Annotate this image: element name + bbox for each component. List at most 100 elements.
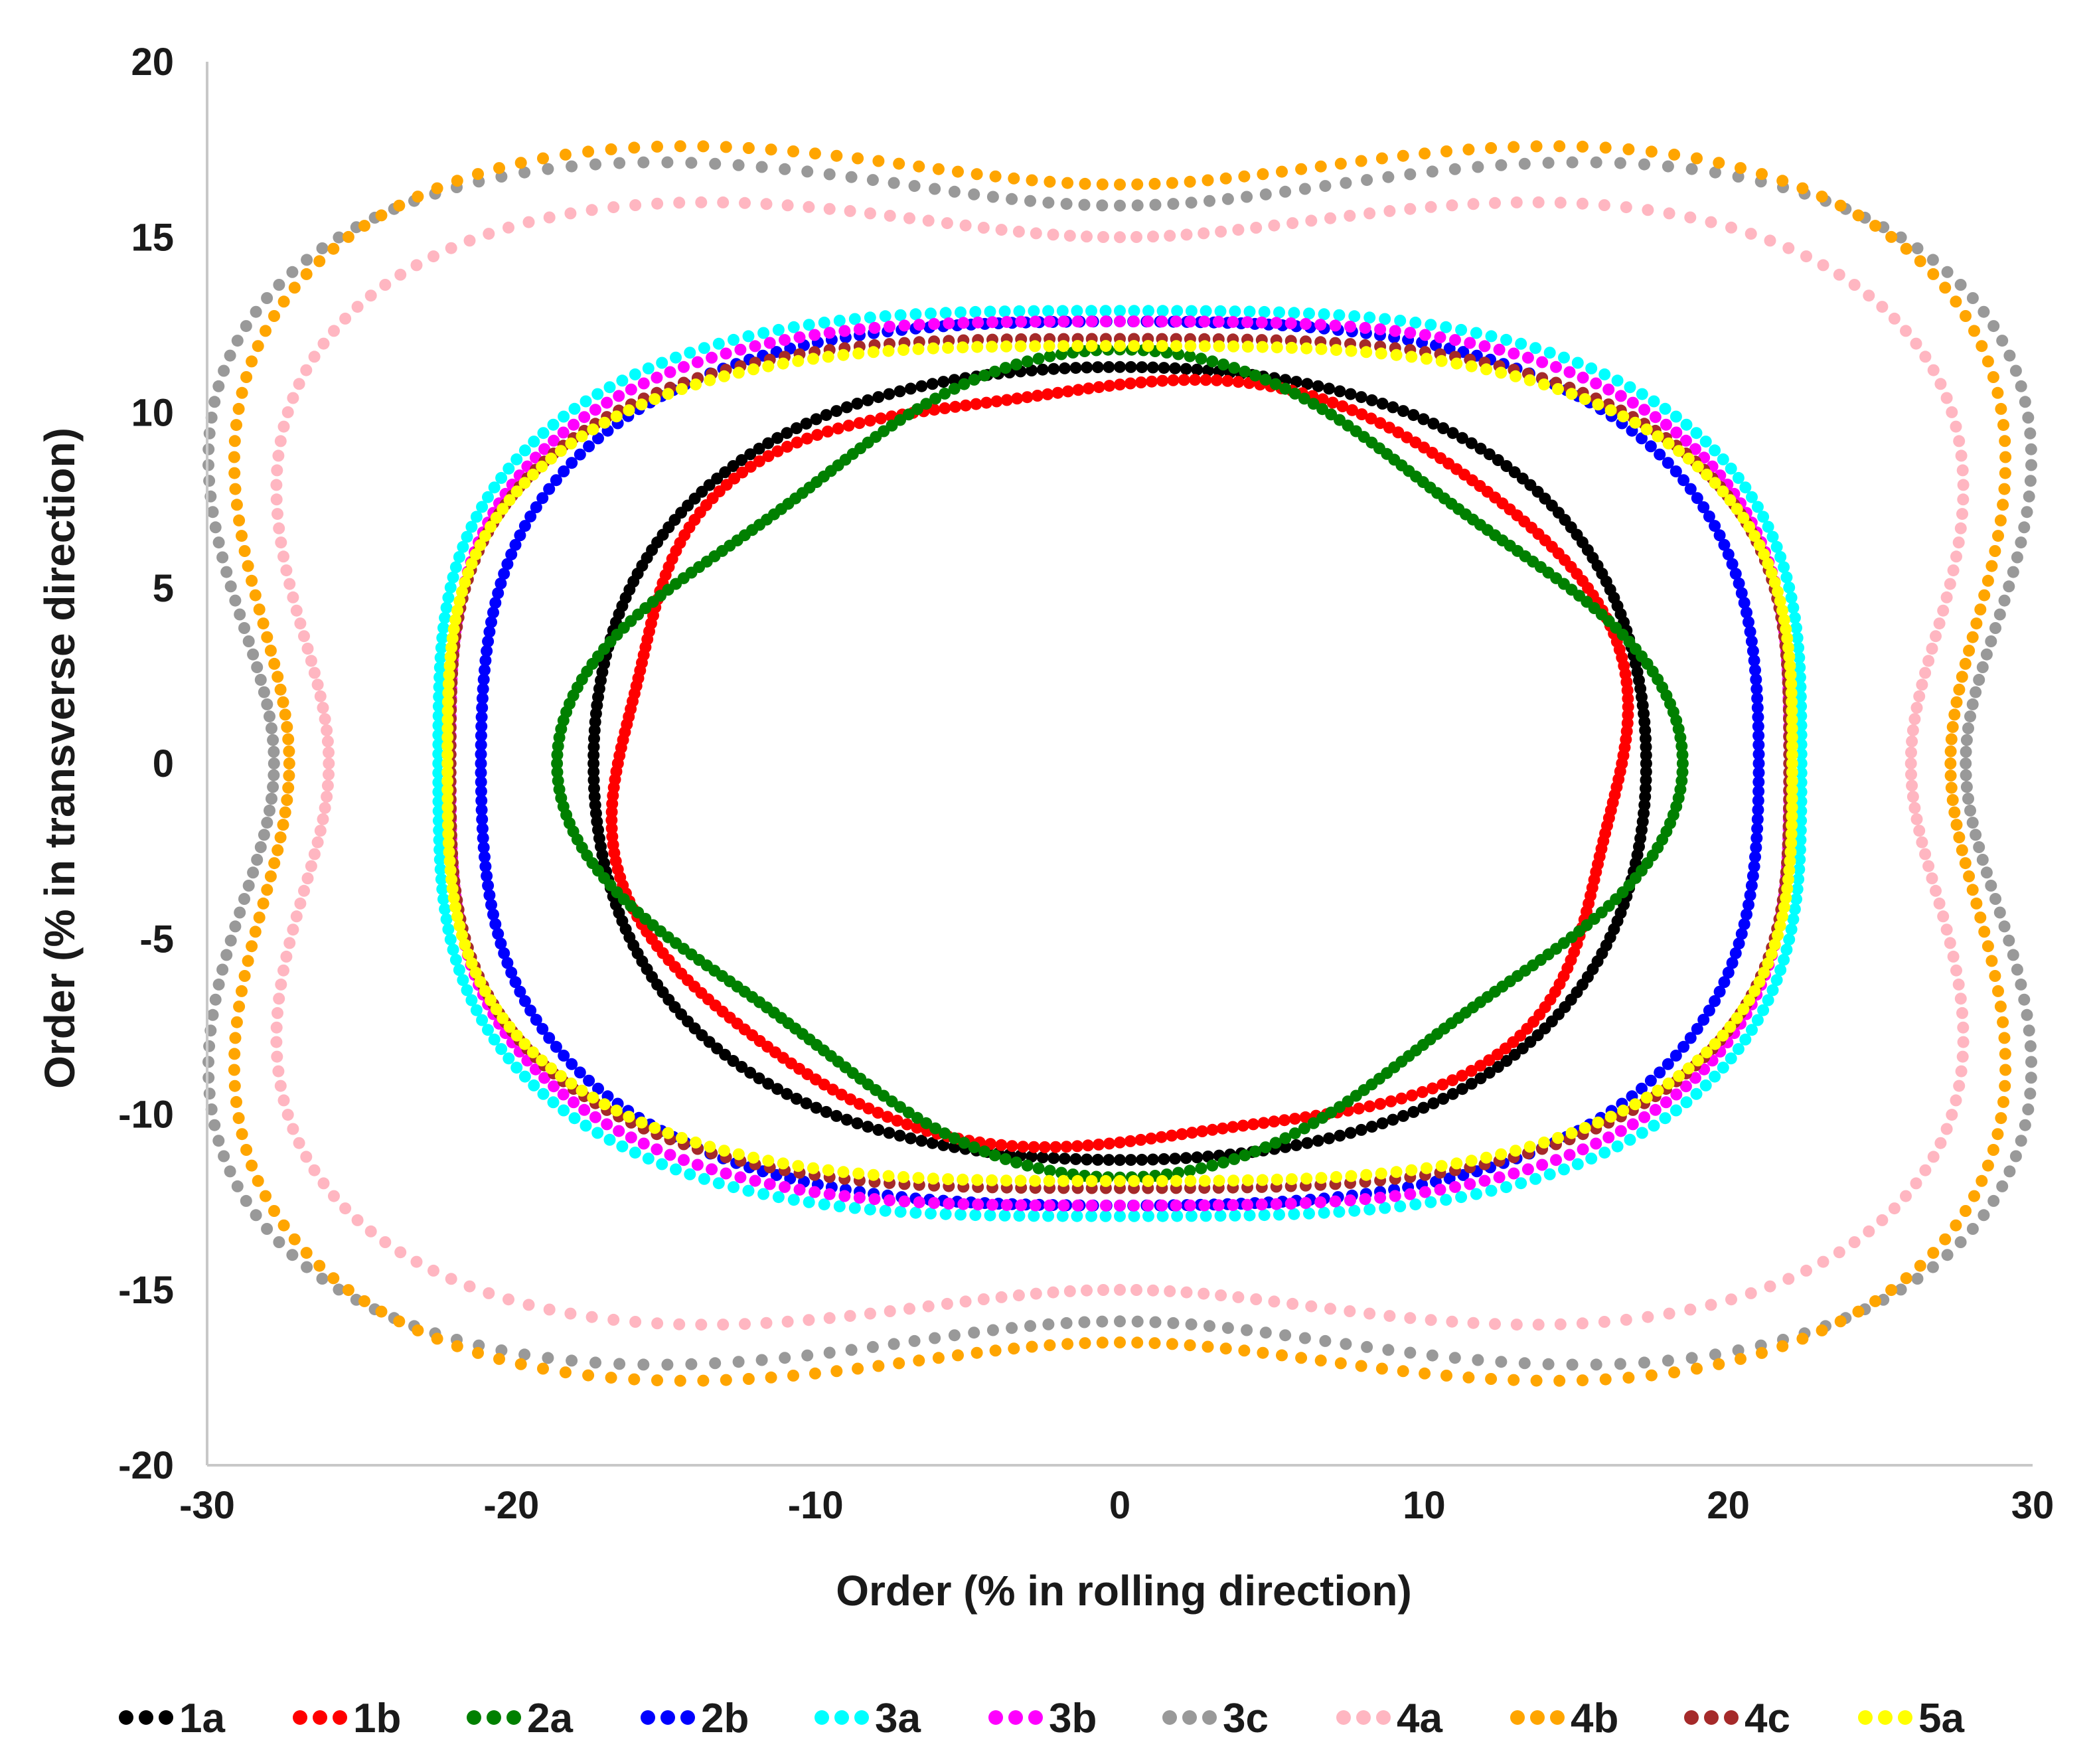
data-point [1213, 340, 1225, 353]
data-point [2003, 349, 2016, 362]
data-point [1355, 155, 1367, 167]
data-point [394, 1246, 407, 1259]
data-point [558, 410, 570, 423]
data-point [972, 1198, 984, 1211]
data-point [1426, 1349, 1438, 1362]
data-point [803, 200, 815, 213]
data-point [670, 1163, 682, 1176]
data-point [1732, 471, 1745, 484]
data-point [1991, 1128, 2004, 1141]
data-point [1082, 382, 1095, 395]
data-point [1096, 178, 1109, 191]
data-point [327, 242, 340, 255]
data-point [543, 1303, 556, 1316]
data-point [1071, 1199, 1084, 1212]
data-point [1529, 342, 1542, 355]
data-point [742, 142, 755, 154]
data-point [203, 1040, 216, 1052]
data-point [228, 451, 240, 463]
data-point [1397, 149, 1409, 162]
legend-marker [1356, 1710, 1371, 1725]
data-point [823, 1188, 836, 1200]
data-point [1782, 1273, 1795, 1285]
data-point [1676, 766, 1689, 779]
legend-label: 3a [875, 1696, 921, 1741]
data-point [1670, 426, 1683, 439]
data-point [493, 162, 505, 175]
data-point [1750, 682, 1763, 695]
legend-marker [641, 1710, 655, 1725]
data-point [432, 776, 445, 789]
data-point [1063, 230, 1076, 242]
data-point [753, 455, 765, 467]
data-point [1103, 361, 1115, 373]
data-point [1966, 698, 1979, 710]
data-point [898, 1195, 911, 1208]
data-point [1709, 1348, 1721, 1361]
data-point [238, 970, 251, 982]
data-point [864, 1307, 876, 1320]
data-point [922, 214, 935, 227]
data-point [212, 380, 225, 392]
data-point [1472, 1354, 1484, 1366]
data-point [833, 315, 846, 327]
data-point [897, 344, 909, 357]
data-point [1000, 1199, 1013, 1212]
data-point [1232, 224, 1245, 236]
data-point [1404, 168, 1417, 181]
data-point [1166, 1338, 1178, 1350]
data-point [678, 361, 690, 373]
data-point [522, 216, 535, 228]
legend-marker [1510, 1710, 1525, 1725]
data-point [433, 671, 446, 684]
data-point [252, 340, 264, 353]
data-point [1298, 1122, 1310, 1135]
data-point [1748, 860, 1760, 873]
data-point [772, 1191, 785, 1204]
data-point [482, 1024, 494, 1036]
data-point [912, 343, 925, 355]
data-point [1071, 305, 1083, 317]
data-point [1312, 1135, 1324, 1147]
data-point [1565, 1127, 1578, 1139]
data-point [1786, 758, 1798, 769]
data-point [277, 295, 290, 308]
data-point [1069, 1153, 1082, 1165]
data-point [447, 571, 459, 584]
data-point [1885, 230, 1898, 243]
data-point [1029, 340, 1042, 353]
data-point [958, 1137, 971, 1149]
data-point [493, 1352, 505, 1365]
data-point [1128, 305, 1140, 317]
data-point [866, 1340, 879, 1353]
data-point [952, 165, 964, 178]
data-point [351, 1214, 364, 1226]
data-point [1948, 806, 1961, 819]
data-point [1786, 731, 1798, 744]
data-point [1900, 325, 1912, 337]
data-point [927, 1172, 939, 1185]
data-point [1703, 1004, 1715, 1017]
data-point [1417, 413, 1430, 426]
data-point [872, 391, 885, 404]
data-point [1709, 995, 1721, 1007]
data-point [1334, 385, 1346, 398]
data-point [790, 422, 803, 434]
data-point [1713, 157, 1725, 169]
data-point [1227, 340, 1240, 353]
data-point [1717, 1062, 1729, 1074]
data-point [1910, 337, 1922, 350]
data-point [1964, 710, 1976, 723]
data-point [246, 940, 258, 953]
data-point [1956, 508, 1968, 521]
data-point [216, 551, 229, 564]
data-point [1724, 1020, 1737, 1033]
data-point [837, 349, 850, 361]
data-point [433, 853, 446, 866]
data-point [1085, 1199, 1098, 1212]
data-point [1960, 734, 1973, 746]
data-point [1795, 795, 1808, 808]
data-point [1966, 884, 1979, 896]
data-point [557, 1088, 570, 1101]
data-point [1784, 846, 1797, 858]
